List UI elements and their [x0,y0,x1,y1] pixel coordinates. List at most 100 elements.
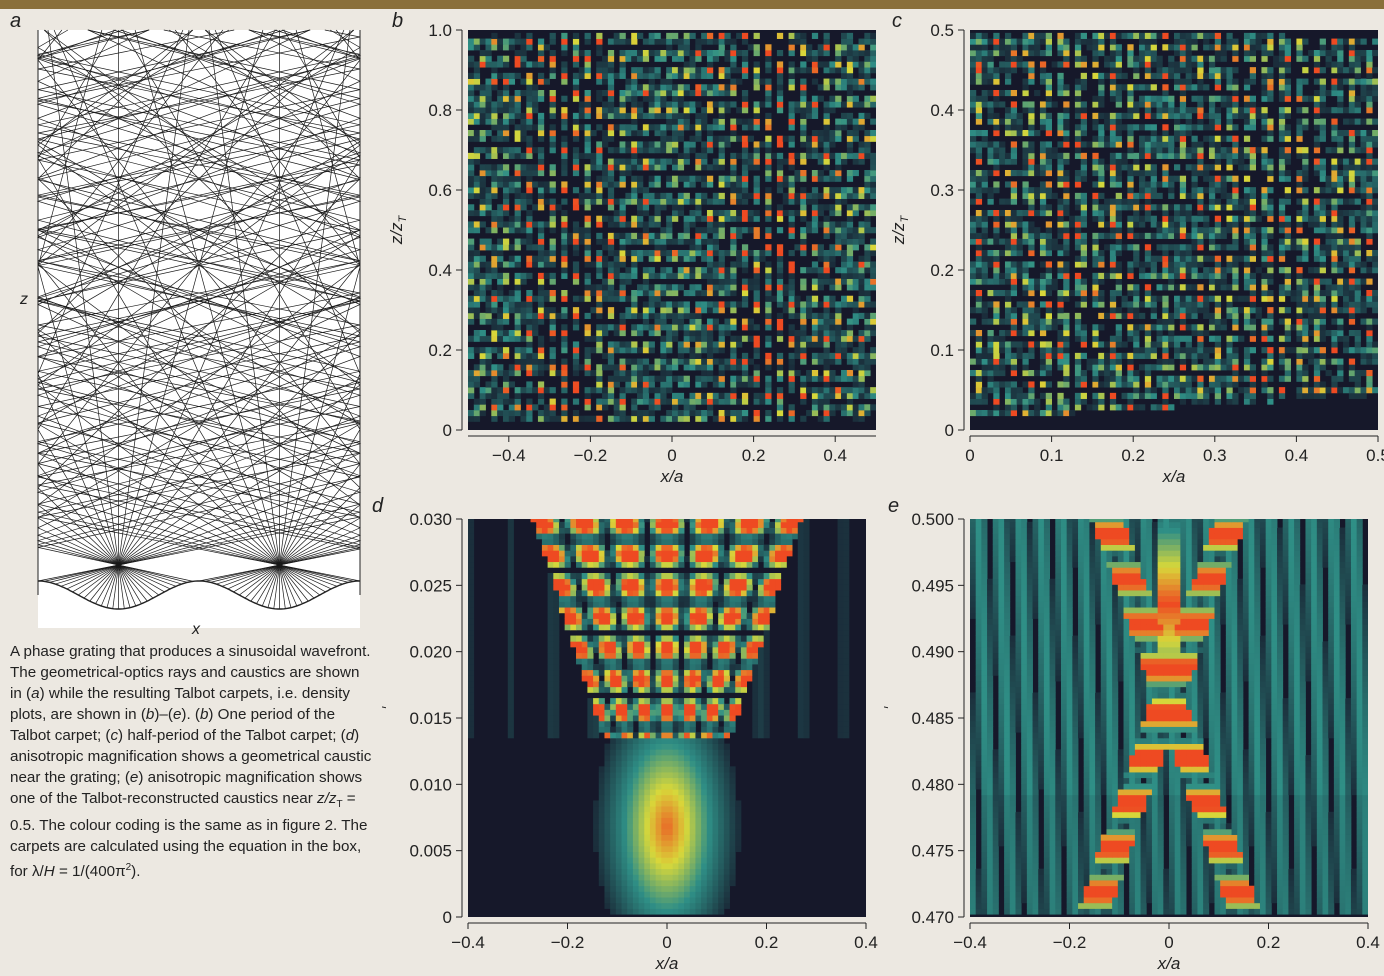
heatmap-cell [631,307,638,314]
heatmap-cell [776,398,784,405]
heatmap-cell [701,267,708,274]
heatmap-cell [532,221,539,228]
heatmap-cell [1308,295,1315,302]
heatmap-cell [602,67,609,74]
heatmap-cell [1109,170,1117,177]
heatmap-cell [1343,261,1350,268]
heatmap-cell [1115,272,1122,279]
heatmap-cell [683,221,690,228]
heatmap-cell [800,335,807,342]
heatmap-cell [1296,290,1303,297]
heatmap-cell [677,301,685,308]
heatmap-cell [817,244,824,251]
heatmap-cell [817,250,824,257]
heatmap-cell [1104,358,1111,365]
heatmap-cell [526,232,533,239]
heatmap-cell [776,158,784,165]
heatmap-cell [736,118,743,125]
heatmap-cell [1296,278,1303,285]
heatmap-cell [689,324,696,331]
heatmap-cell [1366,381,1373,388]
heatmap-cell [1127,215,1134,222]
heatmap-cell [1127,352,1134,359]
heatmap-cell [1109,204,1117,211]
heatmap-cell [718,181,725,188]
heatmap-cell [549,107,556,114]
heatmap-cell [1313,318,1321,325]
heatmap-cell [1057,335,1064,342]
heatmap-cell [607,78,615,85]
heatmap-cell [683,404,690,411]
heatmap-cell [1290,295,1297,302]
heatmap-cell [590,370,597,377]
heatmap-cell [1372,210,1378,217]
heatmap-cell [706,90,714,97]
heatmap-cell [1074,227,1082,234]
heatmap-cell [706,347,714,354]
heatmap-cell [864,352,871,359]
heatmap-cell [584,152,591,159]
heatmap-cell [654,238,661,245]
heatmap-cell [852,364,859,371]
heatmap-cell [654,358,661,365]
heatmap-cell [1308,312,1315,319]
heatmap-cell [666,32,673,39]
heatmap-cell [741,187,749,194]
heatmap-cell [549,261,556,268]
heatmap-cell [1331,221,1338,228]
heatmap-cell [753,192,760,199]
heatmap-cell [485,78,492,85]
heatmap-cell [695,210,702,217]
heatmap-cell [1261,324,1268,331]
heatmap-cell [549,101,556,108]
heatmap-cell [514,284,521,291]
heatmap-cell [765,112,772,119]
heatmap-cell [858,147,865,154]
heatmap-cell [619,255,626,262]
heatmap-cell [631,181,638,188]
heatmap-cell [741,381,749,388]
heatmap-cell [747,284,754,291]
heatmap-cell [543,307,550,314]
heatmap-cell [695,341,702,348]
heatmap-cell [648,284,655,291]
heatmap-cell [1168,232,1175,239]
heatmap-cell [993,164,1000,171]
heatmap-cell [683,118,690,125]
heatmap-cell [776,330,784,337]
heatmap-cell [993,215,1000,222]
heatmap-cell [1150,347,1157,354]
heatmap-cell [631,198,638,205]
heatmap-cell [870,118,876,125]
heatmap-cell [1372,170,1378,177]
heatmap-cell [712,192,720,199]
heatmap-cell [1302,335,1309,342]
heatmap-cell [835,244,842,251]
heatmap-cell [1121,392,1128,399]
heatmap-cell [1261,261,1268,268]
heatmap-cell [1168,261,1175,268]
heatmap-cell [870,152,876,159]
ray-line [53,29,298,607]
heatmap-cell [1313,267,1321,274]
heatmap-cell [672,410,679,417]
heatmap-cell [864,358,871,365]
heatmap-cell [1319,352,1326,359]
heatmap-cell [1203,364,1210,371]
heatmap-cell [1343,170,1350,177]
heatmap-cell [1191,187,1198,194]
heatmap-cell [724,301,731,308]
heatmap-cell [1238,375,1245,382]
heatmap-cell [491,227,498,234]
heatmap-cell [975,244,983,251]
y-axis-label-subscript: T [397,215,409,223]
heatmap-cell [672,164,679,171]
heatmap-cell [473,112,481,119]
heatmap-cell [520,44,527,51]
heatmap-cell [1098,272,1105,279]
heatmap-cell [473,347,481,354]
heatmap-cell [1092,232,1099,239]
heatmap-cell [572,78,580,85]
heatmap-cell [1214,318,1222,325]
heatmap-cell [1214,387,1222,394]
